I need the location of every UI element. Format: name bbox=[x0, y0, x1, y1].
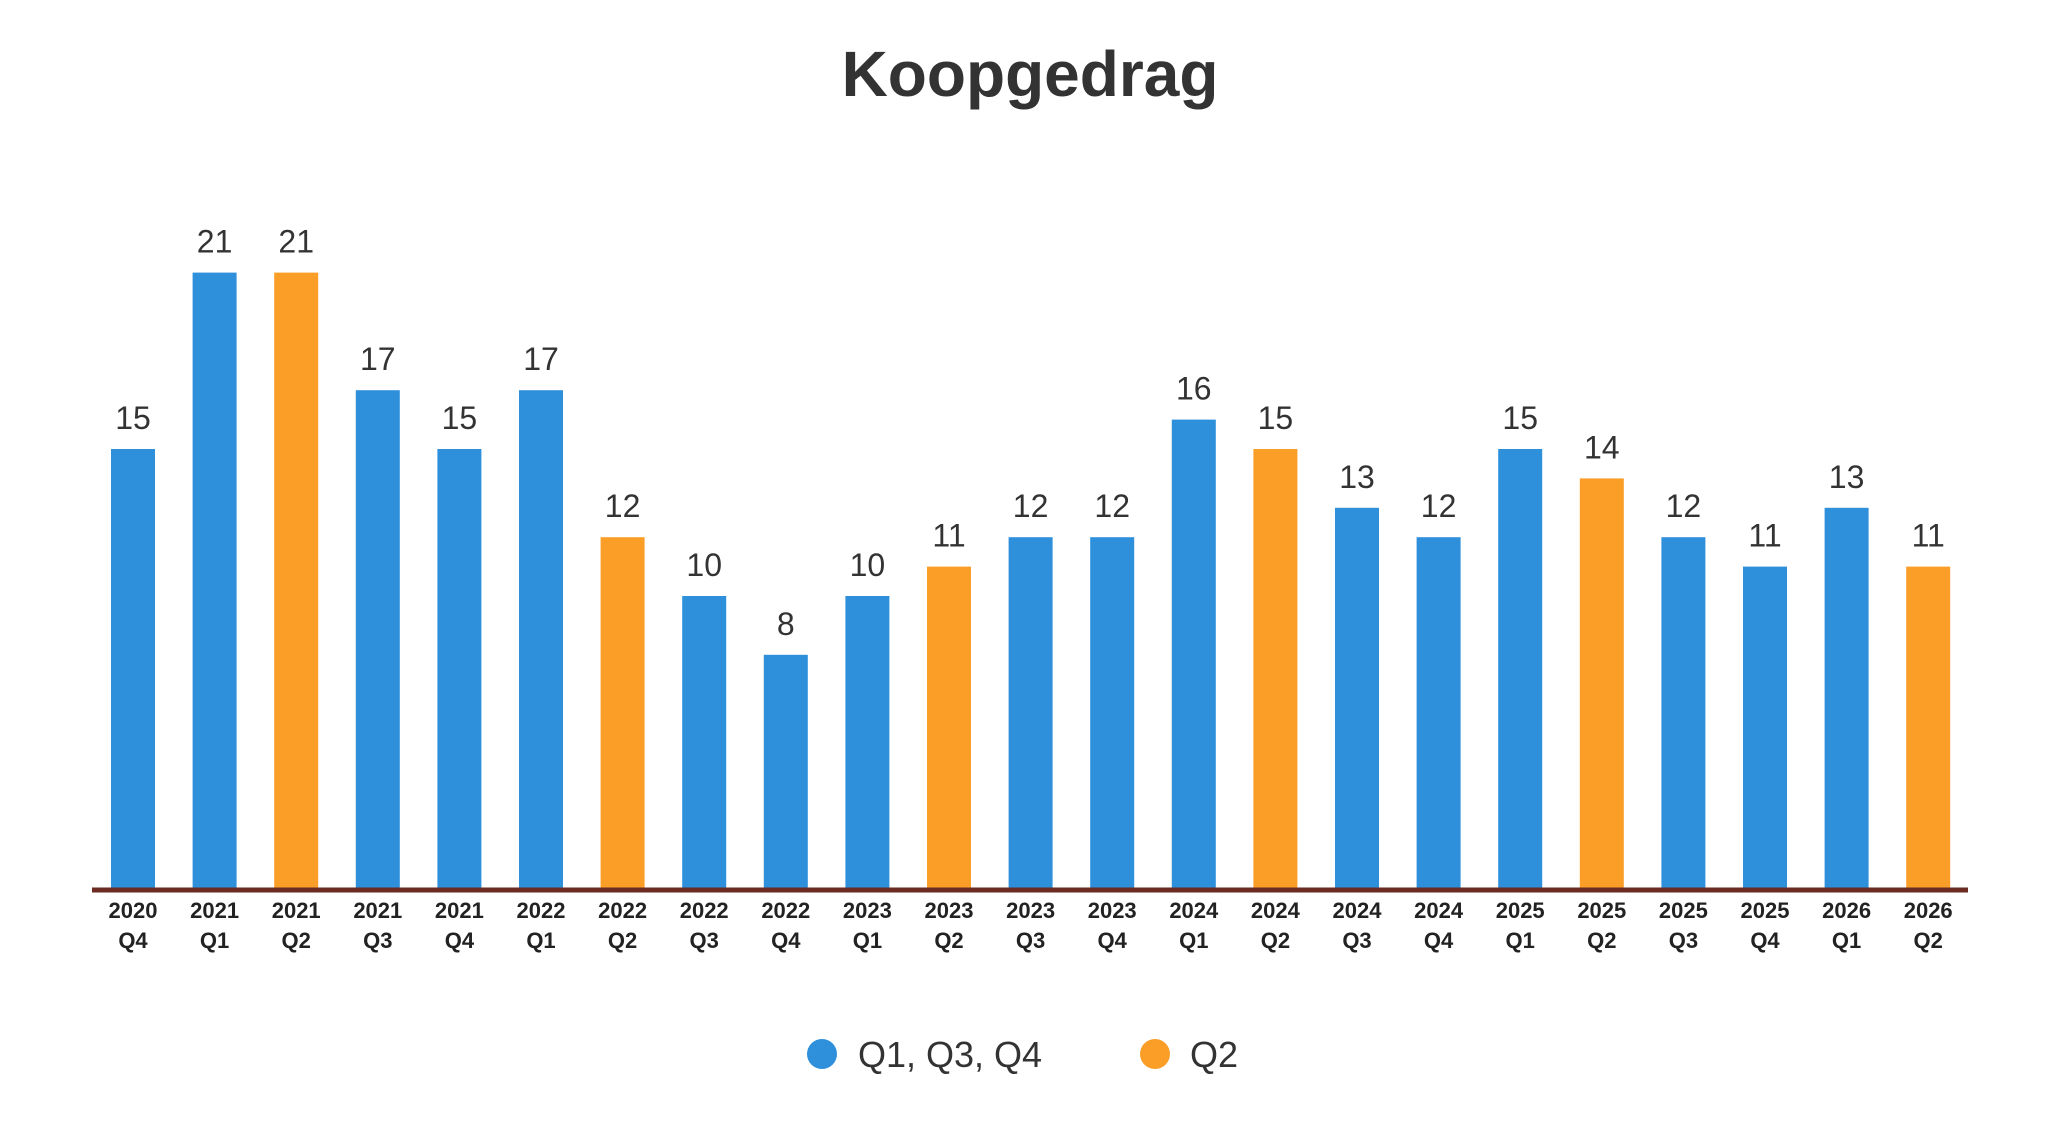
bar-2025-Q4 bbox=[1743, 566, 1787, 890]
x-tick-label-2024-Q3: 2024 Q3 bbox=[1333, 898, 1383, 953]
bar-2022-Q2 bbox=[600, 537, 645, 890]
legend-label-2: Q2 bbox=[1190, 1034, 1238, 1075]
data-label-2023-Q1: 10 bbox=[850, 547, 886, 583]
data-label-2022-Q3: 10 bbox=[686, 547, 722, 583]
x-tick-label-2022-Q3: 2022 Q3 bbox=[680, 898, 729, 953]
x-tick-label-2022-Q4: 2022 Q4 bbox=[761, 898, 810, 953]
bar-2022-Q4 bbox=[763, 654, 808, 890]
bar-2023-Q3 bbox=[1008, 537, 1053, 890]
data-label-2024-Q3: 13 bbox=[1339, 459, 1375, 495]
bar-2021-Q2 bbox=[274, 272, 319, 891]
data-label-2022-Q4: 8 bbox=[777, 606, 795, 642]
bar-2023-Q4 bbox=[1090, 537, 1135, 890]
bar-2022-Q3 bbox=[682, 596, 727, 890]
data-label-2025-Q4: 11 bbox=[1748, 518, 1781, 554]
data-label-2023-Q3: 12 bbox=[1013, 488, 1049, 524]
bar-2023-Q2 bbox=[927, 566, 971, 890]
data-label-2024-Q2: 15 bbox=[1258, 400, 1294, 436]
bar-2024-Q4 bbox=[1416, 537, 1461, 890]
legend-marker-2 bbox=[1140, 1039, 1170, 1069]
x-tick-label-2022-Q1: 2022 Q1 bbox=[517, 898, 566, 953]
data-label-2024-Q4: 12 bbox=[1421, 488, 1457, 524]
x-tick-label-2024-Q4: 2024 Q4 bbox=[1414, 898, 1464, 953]
x-tick-label-2025-Q3: 2025 Q3 bbox=[1659, 898, 1708, 953]
bars-group bbox=[111, 272, 1951, 891]
bar-2025-Q2 bbox=[1579, 478, 1624, 890]
data-label-2020-Q4: 15 bbox=[115, 400, 151, 436]
x-tick-label-2021-Q3: 2021 Q3 bbox=[353, 898, 402, 953]
x-tick-label-2025-Q2: 2025 Q2 bbox=[1577, 898, 1626, 953]
bar-2025-Q3 bbox=[1661, 537, 1706, 890]
legend-label-1: Q1, Q3, Q4 bbox=[858, 1034, 1042, 1075]
bar-2024-Q2 bbox=[1253, 449, 1298, 890]
x-tick-label-2023-Q1: 2023 Q1 bbox=[843, 898, 892, 953]
data-label-2021-Q4: 15 bbox=[442, 400, 478, 436]
x-tick-label-2021-Q4: 2021 Q4 bbox=[435, 898, 484, 953]
chart-title: Koopgedrag bbox=[842, 38, 1219, 110]
x-tick-label-2026-Q2: 2026 Q2 bbox=[1904, 898, 1953, 953]
bar-2021-Q3 bbox=[355, 390, 400, 890]
data-label-2024-Q1: 16 bbox=[1176, 371, 1212, 407]
data-label-2025-Q2: 14 bbox=[1584, 429, 1620, 465]
bar-2022-Q1 bbox=[519, 390, 563, 890]
x-tick-label-2023-Q4: 2023 Q4 bbox=[1088, 898, 1137, 953]
data-label-2021-Q1: 21 bbox=[197, 224, 233, 260]
x-tick-labels: 2020 Q4 2021 Q1 2021 Q2 2021 Q3 2021 Q4 2022 Q1 2022… bbox=[109, 898, 1953, 953]
x-tick-label-2020-Q4: 2020 Q4 bbox=[109, 898, 158, 953]
x-tick-label-2022-Q2: 2022 Q2 bbox=[598, 898, 647, 953]
bar-2026-Q2 bbox=[1906, 566, 1951, 890]
data-label-2026-Q1: 13 bbox=[1829, 459, 1865, 495]
x-tick-label-2023-Q2: 2023 Q2 bbox=[925, 898, 974, 953]
bar-2024-Q3 bbox=[1335, 507, 1379, 890]
x-tick-label-2021-Q1: 2021 Q1 bbox=[190, 898, 239, 953]
bar-2023-Q1 bbox=[845, 596, 890, 890]
data-label-2023-Q4: 12 bbox=[1094, 488, 1130, 524]
x-tick-label-2025-Q1: 2025 Q1 bbox=[1496, 898, 1545, 953]
bar-2021-Q4 bbox=[437, 449, 482, 890]
x-tick-label-2023-Q3: 2023 Q3 bbox=[1006, 898, 1055, 953]
data-label-2022-Q2: 12 bbox=[605, 488, 641, 524]
bar-2025-Q1 bbox=[1498, 449, 1543, 890]
data-label-2025-Q1: 15 bbox=[1502, 400, 1538, 436]
data-label-2025-Q3: 12 bbox=[1666, 488, 1702, 524]
data-label-2022-Q1: 17 bbox=[523, 341, 559, 377]
x-tick-label-2024-Q1: 2024 Q1 bbox=[1169, 898, 1219, 953]
bar-2026-Q1 bbox=[1824, 507, 1869, 890]
legend-marker-1 bbox=[807, 1039, 837, 1069]
data-label-2021-Q3: 17 bbox=[360, 341, 396, 377]
bar-2024-Q1 bbox=[1171, 419, 1216, 890]
data-label-2026-Q2: 11 bbox=[1912, 518, 1945, 554]
x-tick-label-2024-Q2: 2024 Q2 bbox=[1251, 898, 1301, 953]
bar-2020-Q4 bbox=[111, 449, 155, 890]
x-tick-label-2025-Q4: 2025 Q4 bbox=[1741, 898, 1790, 953]
x-tick-label-2021-Q2: 2021 Q2 bbox=[272, 898, 321, 953]
data-label-2023-Q2: 11 bbox=[932, 518, 965, 554]
legend: Q1, Q3, Q4 Q2 bbox=[807, 1034, 1238, 1075]
x-tick-label-2026-Q1: 2026 Q1 bbox=[1822, 898, 1871, 953]
bar-2021-Q1 bbox=[192, 272, 237, 891]
value-labels-group: 15 21 21 17 15 17 12 10 8 10 11 12 12 16 15 13 12 15 14 12 1… bbox=[115, 224, 1945, 642]
data-label-2021-Q2: 21 bbox=[278, 224, 314, 260]
